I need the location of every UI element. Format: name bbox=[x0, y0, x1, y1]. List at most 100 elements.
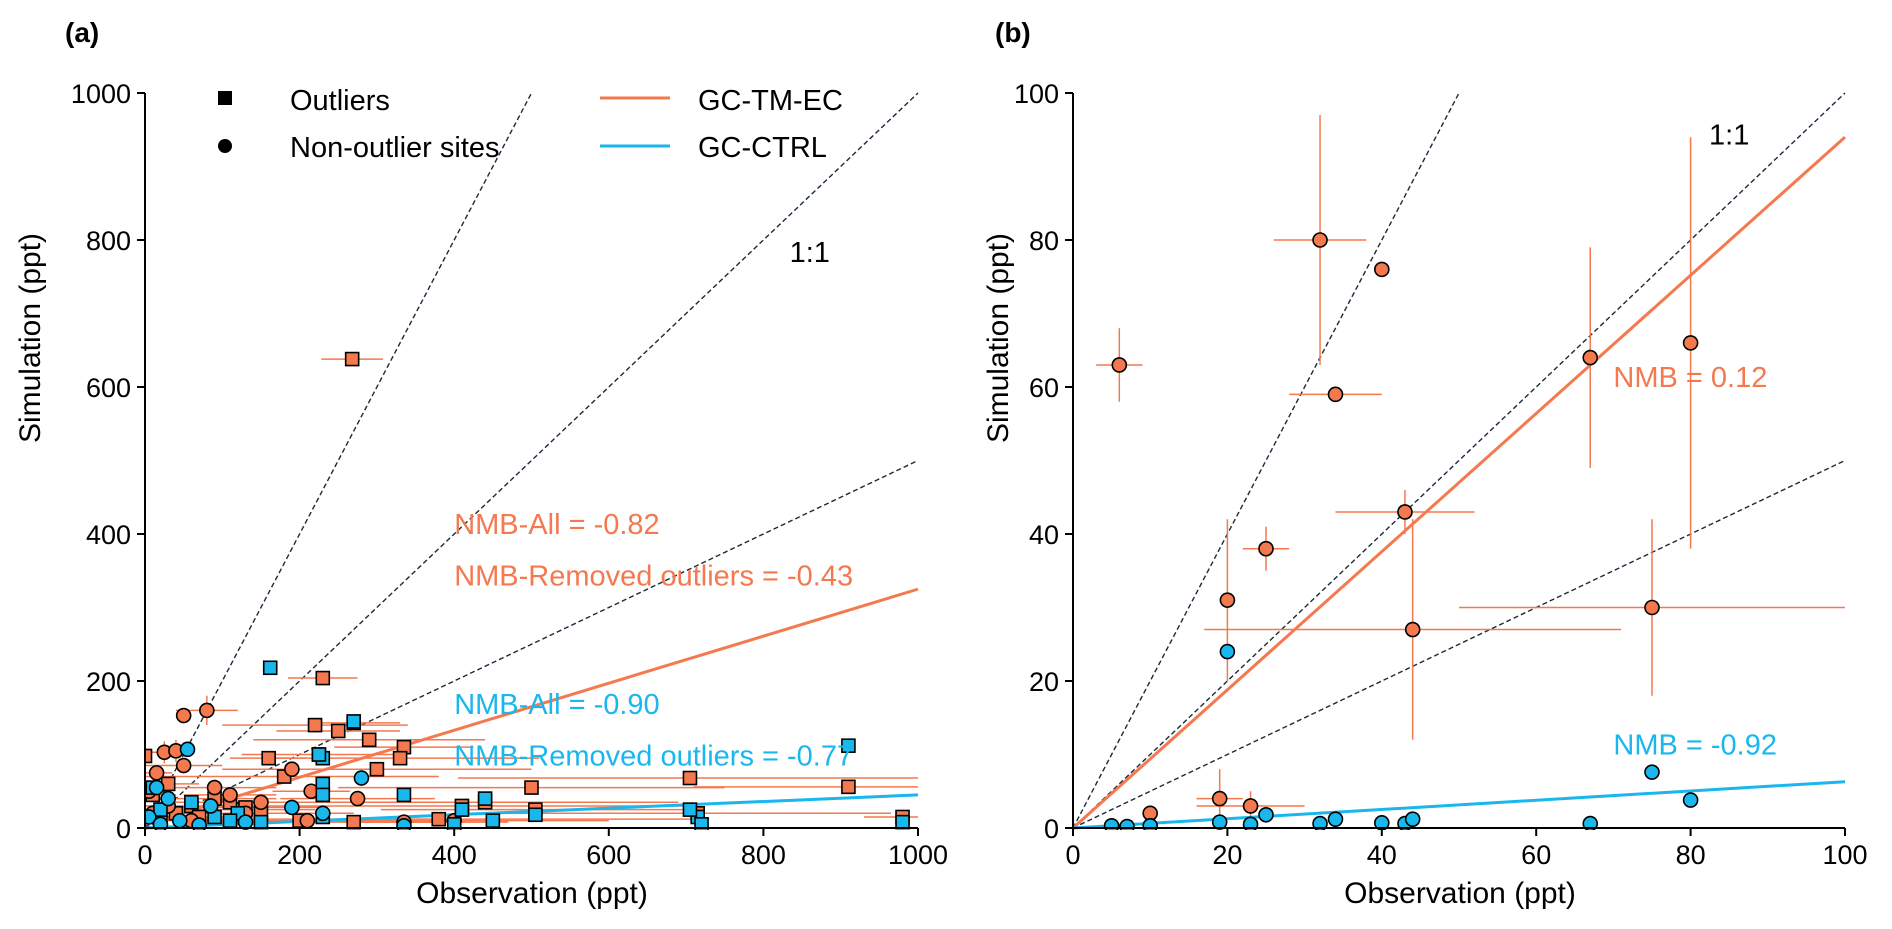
panel-a-tm_ec-site-point bbox=[299, 812, 316, 829]
panel-a-ctrl-site-point bbox=[160, 790, 176, 807]
legend-gc-tm-ec-label: GC-TM-EC bbox=[698, 85, 843, 117]
panel-a-tm_ec-site-point bbox=[175, 707, 192, 724]
panel-b-x-tick-label: 0 bbox=[1065, 840, 1080, 870]
panel-b-ctrl-site-point bbox=[1682, 792, 1699, 808]
panel-a-ctrl-outlier-point bbox=[454, 802, 470, 817]
legend-non-outlier-label: Non-outlier sites bbox=[290, 132, 500, 164]
panel-a-tm_ec-outlier-point bbox=[261, 750, 276, 766]
panel-a-ctrl-outlier-point bbox=[396, 787, 412, 803]
panel-b-tm_ec-site-point bbox=[1374, 261, 1390, 278]
panel-b-x-tick-label: 80 bbox=[1676, 840, 1706, 870]
legend: Outliers Non-outlier sites GC-TM-EC GC-C… bbox=[218, 85, 843, 164]
panel-b-tm_ec-site-point bbox=[1582, 349, 1599, 366]
panel-b-tm_ec-site-point bbox=[1242, 798, 1259, 814]
panel-b-ctrl-nmb-annotation: NMB = -0.92 bbox=[1613, 730, 1777, 762]
panel-b-ctrl-site-point bbox=[1258, 806, 1274, 823]
panel-b-tm_ec-site-point bbox=[1111, 357, 1128, 373]
panel-b-y-tick-label: 20 bbox=[1029, 667, 1059, 697]
panel-a-tm_ec-site-point bbox=[206, 779, 223, 796]
panel-a-ctrl-outlier-point bbox=[311, 747, 327, 762]
panel-a-x-tick-label: 600 bbox=[586, 840, 631, 870]
legend-outlier-square-marker bbox=[218, 91, 232, 105]
panel-b: (b) 0 20 40 60 80 100 0 20 40 60 80 100 1:1 NMB = 0.1… bbox=[982, 17, 1868, 910]
panel-a-tm_ec-outlier-point bbox=[307, 717, 323, 733]
panel-b-tm_ec-fit-line bbox=[1073, 135, 1847, 830]
panel-a-tm_ec-outlier-point bbox=[682, 770, 698, 786]
panel-a-one-to-one-label: 1:1 bbox=[790, 237, 830, 269]
panel-a-ctrl-outlier-point bbox=[841, 738, 856, 753]
panel-a-x-tick-label: 200 bbox=[277, 840, 322, 870]
panel-a-ctrl-outlier-point bbox=[895, 814, 910, 830]
panel-b-ctrl-site-point bbox=[1119, 818, 1135, 830]
panel-a-tm_ec-site-point bbox=[222, 787, 238, 803]
panel-b-ctrl-site-point bbox=[1644, 764, 1660, 780]
panel-a-x-tick-label: 800 bbox=[741, 840, 786, 870]
panel-b-ctrl-site-point bbox=[1211, 814, 1228, 830]
panel-b-ctrl-site-point bbox=[1219, 643, 1236, 660]
panel-a-ctrl-outlier-point bbox=[682, 802, 698, 817]
panel-b-x-axis-title: Observation (ppt) bbox=[1344, 877, 1576, 910]
panel-a-ctrl-site-point bbox=[171, 812, 188, 829]
panel-b-ctrl-site-point bbox=[1142, 817, 1158, 830]
panel-a-tm_ec-site-point bbox=[175, 757, 192, 774]
panel-a-ctrl-site-point bbox=[191, 817, 207, 830]
panel-a-ctrl-site-point bbox=[202, 798, 219, 814]
panel-a-y-axis-title: Simulation (ppt) bbox=[14, 233, 47, 443]
panel-a: (a) 0 200 400 600 800 1000 0 200 400 600 800 1000 1:… bbox=[14, 17, 948, 910]
panel-b-y-tick-label: 40 bbox=[1029, 520, 1059, 550]
panel-b-x-tick-label: 20 bbox=[1212, 840, 1242, 870]
panel-a-tm_ec-site-point bbox=[349, 790, 366, 807]
panel-b-y-tick-label: 0 bbox=[1044, 814, 1059, 844]
panel-b-x-tick-label: 40 bbox=[1367, 840, 1397, 870]
panel-b-y-tick-label: 100 bbox=[1014, 79, 1059, 109]
panel-a-ctrl-site-point bbox=[179, 741, 196, 758]
panel-b-ctrl-site-point bbox=[1404, 811, 1421, 827]
panel-b-x-tick-label: 60 bbox=[1521, 840, 1551, 870]
panel-b-ctrl-site-point bbox=[1103, 817, 1120, 830]
panel-a-ctrl-outlier-point bbox=[346, 714, 362, 729]
panel-a-tm_ec-site-point bbox=[284, 761, 300, 778]
panel-a-tm_ec-outlier-point bbox=[361, 732, 377, 748]
panel-a-ctrl-outlier-point bbox=[262, 660, 278, 676]
panel-b-ctrl-site-point bbox=[1327, 811, 1344, 827]
panel-b-tm_ec-site-point bbox=[1327, 386, 1344, 403]
panel-b-data-layer bbox=[1073, 92, 1847, 830]
panel-a-ctrl-nmb-annotation: NMB-All = -0.90 bbox=[454, 689, 659, 721]
panel-a-ctrl-outlier-point bbox=[222, 813, 238, 828]
panel-a-ctrl-outlier-point bbox=[477, 791, 493, 806]
panel-a-y-tick-label: 800 bbox=[86, 226, 131, 256]
legend-gc-ctrl-label: GC-CTRL bbox=[698, 132, 827, 164]
panel-a-ctrl-nmb-annotation: NMB-Removed outliers = -0.77 bbox=[454, 741, 853, 773]
panel-a-ctrl-outlier-point bbox=[485, 813, 501, 828]
panel-a-ctrl-outlier-point bbox=[153, 802, 168, 817]
panel-b-plot-area: 0 20 40 60 80 100 0 20 40 60 80 100 1:1 NMB = 0.12 NMB… bbox=[1014, 79, 1868, 870]
panel-a-ctrl-outlier-point bbox=[694, 817, 709, 830]
panel-a-plot-area: 0 200 400 600 800 1000 0 200 400 600 800 1000 1:1 NMB… bbox=[71, 79, 948, 870]
panel-b-y-axis-title: Simulation (ppt) bbox=[982, 233, 1015, 443]
panel-b-reference-line-2 bbox=[1073, 92, 1460, 829]
legend-outliers-label: Outliers bbox=[290, 85, 390, 117]
panel-a-x-tick-label: 1000 bbox=[888, 840, 948, 870]
panel-a-y-tick-label: 1000 bbox=[71, 79, 131, 109]
panel-a-ctrl-site-point bbox=[396, 817, 412, 830]
panel-a-tm_ec-nmb-annotation: NMB-All = -0.82 bbox=[454, 509, 659, 541]
panel-b-tm_ec-site-point bbox=[1312, 232, 1328, 248]
panel-a-tm_ec-outlier-point bbox=[392, 750, 408, 766]
panel-a-tm_ec-outlier-point bbox=[346, 814, 362, 830]
panel-a-y-tick-label: 600 bbox=[86, 373, 131, 403]
panel-a-tm_ec-outlier-point bbox=[344, 351, 360, 367]
panel-a-ctrl-outlier-point bbox=[315, 787, 331, 803]
panel-b-tm_ec-site-point bbox=[1404, 621, 1421, 638]
panel-a-ctrl-site-point bbox=[148, 779, 165, 796]
panel-a-tm_ec-site-point bbox=[253, 794, 269, 811]
panel-a-ctrl-outlier-point bbox=[253, 814, 269, 830]
panel-b-ctrl-site-point bbox=[1582, 815, 1599, 830]
panel-a-tm_ec-outlier-point bbox=[369, 761, 385, 777]
panel-a-tm_ec-site-point bbox=[148, 765, 165, 781]
panel-a-ctrl-site-point bbox=[314, 805, 331, 822]
panel-b-y-tick-label: 80 bbox=[1029, 226, 1059, 256]
panel-b-ctrl-site-point bbox=[1312, 815, 1328, 830]
panel-a-tm_ec-outlier-point bbox=[315, 670, 331, 686]
panel-a-label: (a) bbox=[65, 17, 99, 48]
